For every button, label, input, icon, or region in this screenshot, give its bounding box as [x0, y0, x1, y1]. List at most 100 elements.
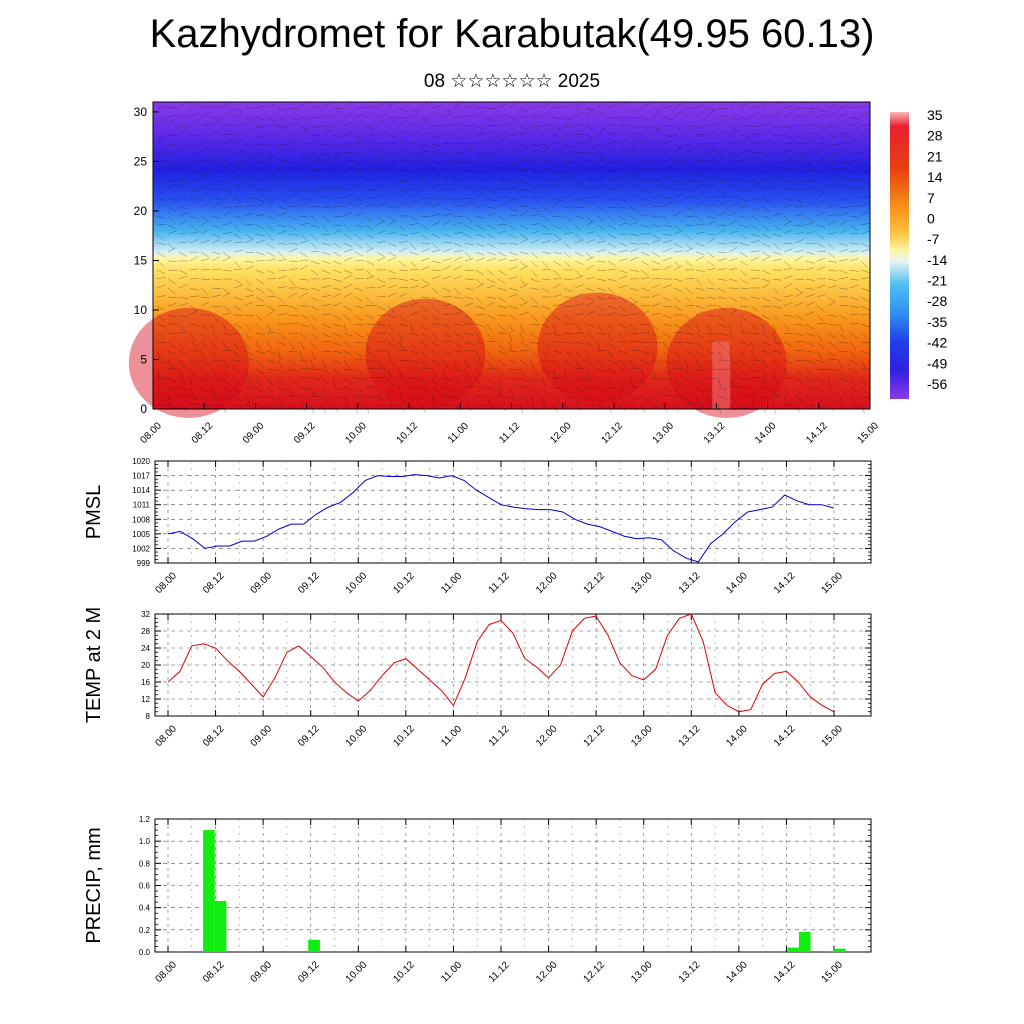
wind-vector [783, 350, 791, 358]
wind-vector [409, 251, 419, 256]
wind-vector [607, 233, 616, 239]
wind-vector [508, 224, 517, 231]
wind-vector [398, 188, 408, 192]
wind-vector [442, 173, 450, 181]
wind-vector [541, 305, 551, 310]
wind-vector [585, 296, 595, 301]
wind-vector [673, 260, 681, 268]
wind-vector [200, 341, 209, 348]
wind-vector [838, 259, 848, 262]
wind-vector [849, 137, 857, 145]
wind-vector [497, 161, 507, 165]
wind-vector [783, 267, 793, 271]
wind-vector [321, 116, 332, 118]
wind-vector [673, 188, 684, 190]
wind-vector [508, 102, 517, 109]
wind-vector [827, 183, 836, 190]
wind-vector [189, 323, 199, 326]
wind-vector [167, 119, 175, 127]
wind-vector [794, 170, 804, 173]
wind-vector [288, 139, 298, 145]
wind-vector [849, 296, 859, 301]
wind-vector [794, 349, 805, 352]
wind-vector [706, 251, 715, 258]
wind-vector [475, 305, 485, 309]
wind-vector [277, 305, 288, 307]
wind-vector [695, 278, 703, 286]
wind-vector [695, 368, 705, 371]
wind-vector [618, 166, 628, 172]
wind-vector [541, 159, 551, 163]
wind-vector [640, 128, 648, 136]
wind-vector [629, 377, 634, 387]
wind-vector [695, 192, 704, 199]
wind-vector [563, 341, 573, 344]
wind-vector [321, 304, 331, 307]
wind-vector [794, 314, 803, 320]
wind-vector [629, 174, 638, 181]
wind-vector [607, 123, 617, 127]
wind-vector [827, 314, 837, 317]
wind-vector [574, 341, 584, 344]
wind-vector [332, 278, 342, 283]
wind-vector [420, 386, 429, 393]
wind-vector [343, 122, 353, 127]
wind-vector [266, 305, 276, 311]
wind-vector [255, 332, 265, 336]
wind-vector [772, 368, 777, 378]
wind-vector [618, 359, 627, 366]
wind-vector [662, 368, 671, 375]
wind-vector [431, 174, 440, 181]
wind-vector [233, 296, 243, 301]
wind-vector [827, 170, 838, 172]
wind-vector [530, 350, 538, 358]
wind-vector [343, 386, 353, 391]
wind-vector [299, 359, 309, 362]
wind-vector [563, 260, 571, 268]
wind-vector [739, 215, 749, 219]
wind-vector [783, 215, 791, 223]
wind-vector [167, 107, 178, 109]
wind-vector [585, 196, 596, 199]
wind-vector [761, 130, 770, 136]
wind-vector [167, 179, 177, 183]
wind-vector [376, 176, 386, 181]
wind-vector [739, 150, 749, 154]
wind-vector [464, 124, 475, 127]
wind-vector [585, 166, 594, 172]
wind-vector [618, 386, 626, 394]
wind-vector [596, 296, 606, 300]
wind-vector [629, 132, 639, 136]
wind-vector [794, 157, 803, 163]
wind-vector [288, 350, 298, 353]
wind-vector [695, 125, 705, 130]
wind-vector [442, 350, 452, 356]
wind-vector [651, 386, 659, 394]
wind-vector [607, 305, 617, 310]
wind-vector [420, 278, 429, 285]
wind-vector [508, 251, 518, 256]
wind-vector [695, 147, 703, 154]
wind-vector [761, 359, 768, 368]
wind-vector [486, 124, 496, 127]
wind-vector [244, 238, 254, 244]
wind-vector [266, 224, 274, 232]
wind-vector [189, 112, 199, 118]
wind-vector [321, 152, 331, 157]
wind-vector [453, 128, 461, 136]
wind-vector [596, 240, 606, 244]
wind-vector [376, 240, 386, 244]
wind-vector [750, 368, 760, 373]
wind-vector [288, 377, 296, 385]
wind-vector [574, 269, 582, 277]
wind-vector [860, 130, 869, 136]
wind-vector [662, 233, 672, 236]
wind-vector [574, 224, 582, 232]
wind-vector [453, 311, 463, 316]
wind-vector [662, 240, 672, 244]
wind-vector [255, 177, 265, 181]
wind-vector [662, 186, 672, 190]
wind-vector [464, 215, 473, 222]
wind-vector [695, 170, 705, 176]
